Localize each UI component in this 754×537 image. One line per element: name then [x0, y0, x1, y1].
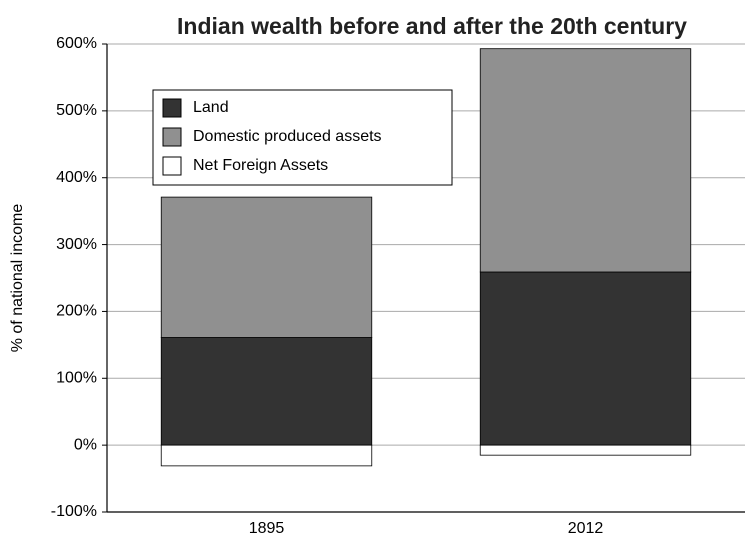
- legend-label: Land: [193, 99, 229, 116]
- bar-segment: [479, 271, 692, 446]
- y-axis-label: % of national income: [9, 204, 26, 353]
- bar-segment: [479, 48, 692, 273]
- y-tick-label: 300%: [56, 236, 97, 253]
- y-tick-label: 0%: [74, 436, 97, 453]
- x-tick-label: 2012: [568, 520, 604, 537]
- y-tick-label: 400%: [56, 169, 97, 186]
- bar-segment: [160, 196, 373, 338]
- legend-label: Net Foreign Assets: [193, 157, 328, 174]
- y-tick-label: 600%: [56, 35, 97, 52]
- legend-swatch: [162, 156, 182, 176]
- legend-swatch: [162, 98, 182, 118]
- chart-title: Indian wealth before and after the 20th …: [177, 13, 687, 39]
- legend-swatch: [162, 127, 182, 147]
- bar-segment: [160, 444, 373, 467]
- y-tick-label: 500%: [56, 102, 97, 119]
- y-tick-label: 200%: [56, 303, 97, 320]
- y-tick-label: -100%: [51, 503, 97, 520]
- legend-box: [152, 89, 453, 186]
- bar-segment: [160, 337, 373, 446]
- x-tick-label: 1895: [249, 520, 285, 537]
- legend-label: Domestic produced assets: [193, 128, 382, 145]
- y-tick-label: 100%: [56, 370, 97, 387]
- bar-segment: [479, 444, 692, 456]
